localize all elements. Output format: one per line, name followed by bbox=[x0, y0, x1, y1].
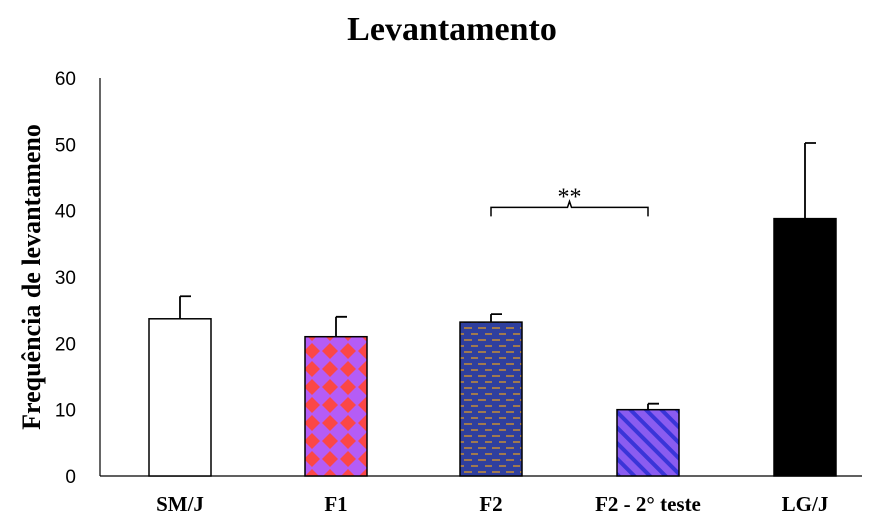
bar-lg-j bbox=[773, 217, 837, 477]
x-axis-ticks: SM/J F1 F2 F2 - 2° teste LG/J bbox=[156, 492, 828, 516]
significance-bracket bbox=[490, 198, 649, 217]
y-axis-ticks: 0 10 20 30 40 50 60 bbox=[55, 69, 76, 488]
error-bars-group bbox=[179, 142, 816, 410]
significance-label: ** bbox=[558, 184, 582, 210]
x-tick-label: SM/J bbox=[156, 492, 204, 516]
chart-title: Levantamento bbox=[347, 11, 557, 48]
y-tick-label: 30 bbox=[55, 268, 76, 289]
bar-f2-2-teste bbox=[616, 408, 680, 477]
bar-sm-j bbox=[148, 318, 212, 477]
error-bar bbox=[179, 295, 191, 319]
y-tick-label: 50 bbox=[55, 135, 76, 156]
error-bar bbox=[490, 313, 502, 323]
y-tick-label: 20 bbox=[55, 334, 76, 355]
x-tick-label: F2 bbox=[479, 492, 502, 516]
x-tick-label: F2 - 2° teste bbox=[595, 492, 701, 516]
error-bar bbox=[335, 315, 347, 337]
error-bar bbox=[804, 142, 816, 219]
y-tick-label: 0 bbox=[65, 467, 76, 488]
bar-f2 bbox=[459, 321, 523, 477]
bar-f1 bbox=[304, 335, 368, 477]
y-tick-label: 60 bbox=[55, 69, 76, 90]
y-tick-label: 40 bbox=[55, 202, 76, 223]
y-tick-label: 10 bbox=[55, 401, 76, 422]
bars-group bbox=[148, 217, 837, 477]
error-bar bbox=[647, 402, 659, 410]
y-axis-label: Frequência de levantameno bbox=[17, 124, 46, 430]
x-tick-label: LG/J bbox=[782, 492, 829, 516]
x-tick-label: F1 bbox=[324, 492, 347, 516]
